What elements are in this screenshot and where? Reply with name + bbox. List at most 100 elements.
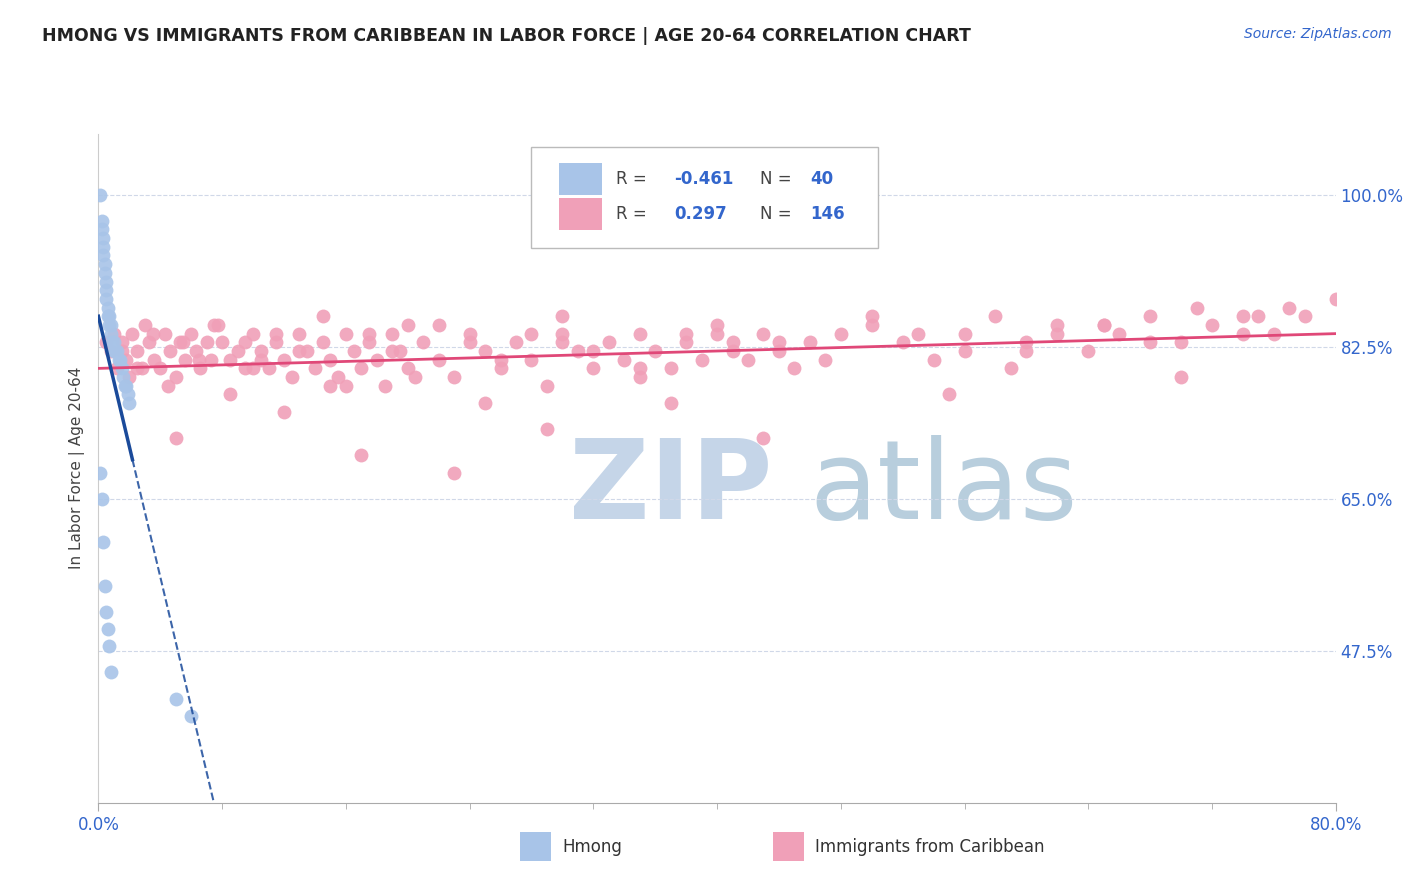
Text: HMONG VS IMMIGRANTS FROM CARIBBEAN IN LABOR FORCE | AGE 20-64 CORRELATION CHART: HMONG VS IMMIGRANTS FROM CARIBBEAN IN LA… — [42, 27, 972, 45]
Point — [153, 326, 176, 341]
Point — [98, 318, 121, 332]
Y-axis label: In Labor Force | Age 20-64: In Labor Force | Age 20-64 — [69, 368, 84, 569]
Point — [91, 248, 114, 262]
Point — [598, 335, 620, 350]
Point — [165, 370, 187, 384]
Point — [312, 310, 335, 324]
Point — [907, 326, 929, 341]
Text: R =: R = — [616, 170, 647, 188]
Point — [288, 344, 311, 359]
Point — [312, 335, 335, 350]
Point — [100, 318, 122, 332]
Point — [1170, 370, 1192, 384]
Point — [381, 344, 404, 359]
Point — [1185, 301, 1208, 315]
Bar — [558, 198, 602, 230]
Point — [706, 326, 728, 341]
Point — [93, 257, 115, 271]
Point — [536, 378, 558, 392]
Point — [100, 326, 122, 341]
Point — [165, 691, 187, 706]
Point — [111, 344, 132, 359]
Point — [127, 344, 149, 359]
Point — [97, 310, 120, 324]
Point — [1000, 361, 1022, 376]
FancyBboxPatch shape — [531, 147, 877, 248]
Point — [157, 378, 180, 392]
Point — [366, 352, 388, 367]
Point — [860, 310, 883, 324]
Point — [613, 352, 636, 367]
Point — [405, 370, 427, 384]
Point — [343, 344, 366, 359]
Point — [357, 326, 380, 341]
Point — [582, 361, 605, 376]
Point — [505, 335, 527, 350]
Point — [1247, 310, 1270, 324]
Point — [1015, 344, 1038, 359]
Text: 146: 146 — [810, 205, 845, 223]
Point — [204, 318, 226, 332]
Point — [103, 344, 125, 359]
Point — [458, 335, 481, 350]
Point — [1015, 335, 1038, 350]
Point — [567, 344, 589, 359]
Point — [138, 335, 160, 350]
Point — [190, 361, 212, 376]
Point — [114, 378, 136, 392]
Point — [388, 344, 412, 359]
Point — [250, 344, 273, 359]
Point — [768, 335, 790, 350]
Point — [1278, 301, 1301, 315]
Point — [117, 387, 139, 401]
Point — [101, 335, 124, 350]
Point — [891, 335, 914, 350]
Point — [1077, 344, 1099, 359]
Point — [953, 326, 976, 341]
Point — [628, 361, 651, 376]
Point — [659, 361, 682, 376]
Point — [226, 344, 249, 359]
Point — [89, 466, 111, 480]
Point — [1232, 310, 1254, 324]
Text: 40: 40 — [810, 170, 832, 188]
Point — [264, 326, 288, 341]
Point — [104, 344, 127, 359]
Point — [1046, 318, 1069, 332]
Point — [233, 361, 257, 376]
Point — [628, 326, 651, 341]
Text: ZIP: ZIP — [568, 435, 772, 541]
Point — [443, 466, 465, 480]
Point — [121, 326, 143, 341]
Point — [814, 352, 837, 367]
Point — [396, 318, 419, 332]
Point — [304, 361, 326, 376]
Point — [90, 491, 112, 506]
Text: N =: N = — [761, 205, 792, 223]
Point — [91, 231, 114, 245]
Point — [96, 292, 118, 306]
Point — [111, 335, 132, 350]
Point — [100, 344, 122, 359]
Point — [1201, 318, 1223, 332]
Point — [737, 352, 759, 367]
Point — [1294, 310, 1316, 324]
Point — [127, 361, 149, 376]
Point — [357, 335, 380, 350]
Point — [520, 352, 543, 367]
Point — [200, 352, 222, 367]
Point — [169, 335, 191, 350]
Point — [953, 344, 976, 359]
Point — [474, 396, 496, 410]
Point — [396, 361, 419, 376]
Point — [551, 310, 574, 324]
Point — [180, 709, 202, 723]
Point — [111, 361, 132, 376]
Point — [141, 326, 165, 341]
Point — [180, 326, 202, 341]
Point — [131, 361, 153, 376]
Point — [1263, 326, 1285, 341]
Point — [105, 344, 128, 359]
Point — [91, 240, 114, 254]
Point — [830, 326, 852, 341]
